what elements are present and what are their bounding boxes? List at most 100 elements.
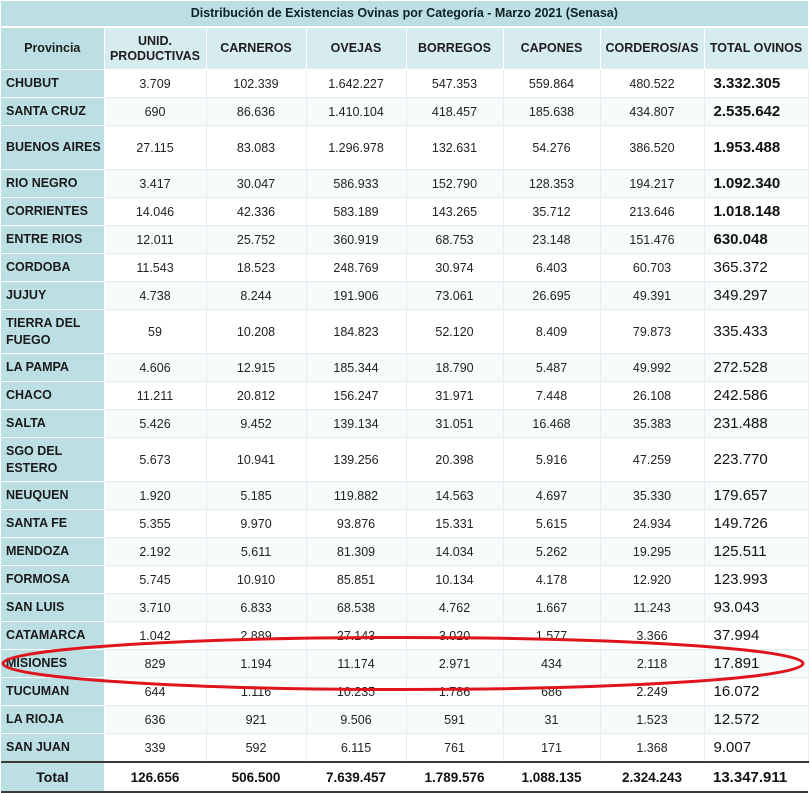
carneros-cell: 2.889 — [206, 621, 307, 650]
capones-cell: 35.712 — [503, 197, 601, 226]
ovejas-cell: 139.256 — [306, 437, 407, 482]
total-ovinos-cell: 335.433 — [704, 309, 809, 354]
ovejas-cell: 139.134 — [306, 409, 407, 438]
borregos-cell: 4.762 — [406, 593, 504, 622]
table-row-misiones: MISIONES 829 1.194 11.174 2.971 434 2.118 17.89… — [1, 649, 809, 678]
ovejas-cell: 586.933 — [306, 169, 407, 198]
table-row-jujuy: JUJUY 4.738 8.244 191.906 73.061 26.695 49.391… — [1, 281, 809, 310]
capones-cell: 6.403 — [503, 253, 601, 282]
ovejas-cell: 85.851 — [306, 565, 407, 594]
province-name: TUCUMAN — [1, 677, 105, 706]
carneros-cell: 6.833 — [206, 593, 307, 622]
table-row-salta: SALTA 5.426 9.452 139.134 31.051 16.468 35.383… — [1, 409, 809, 438]
total-ovinos-cell: 12.572 — [704, 705, 809, 734]
unid-productivas-cell: 27.115 — [104, 125, 207, 170]
total-corderos: 2.324.243 — [600, 761, 704, 793]
borregos-cell: 14.563 — [406, 481, 504, 510]
capones-cell: 16.468 — [503, 409, 601, 438]
capones-cell: 23.148 — [503, 225, 601, 254]
province-name: CATAMARCA — [1, 621, 105, 650]
corderos-cell: 434.807 — [600, 97, 705, 126]
table-row-buenos-aires: BUENOS AIRES 27.115 83.083 1.296.978 132.631… — [1, 125, 809, 170]
corderos-cell: 480.522 — [600, 69, 705, 98]
ovejas-cell: 248.769 — [306, 253, 407, 282]
total-unid-productivas: 126.656 — [104, 761, 206, 793]
corderos-cell: 11.243 — [600, 593, 705, 622]
corderos-cell: 26.108 — [600, 381, 705, 410]
total-ovejas: 7.639.457 — [306, 761, 406, 793]
unid-productivas-cell: 829 — [104, 649, 207, 678]
ovejas-cell: 9.506 — [306, 705, 407, 734]
corderos-cell: 49.992 — [600, 353, 705, 382]
capones-cell: 54.276 — [503, 125, 601, 170]
corderos-cell: 1.523 — [600, 705, 705, 734]
borregos-cell: 14.034 — [406, 537, 504, 566]
total-ovinos-cell: 231.488 — [704, 409, 809, 438]
total-ovinos-cell: 17.891 — [704, 649, 809, 678]
province-name: ENTRE RIOS — [1, 225, 105, 254]
borregos-cell: 68.753 — [406, 225, 504, 254]
corderos-cell: 213.646 — [600, 197, 705, 226]
total-ovinos-cell: 3.332.305 — [704, 69, 809, 98]
borregos-cell: 31.051 — [406, 409, 504, 438]
borregos-cell: 15.331 — [406, 509, 504, 538]
borregos-cell: 3.020 — [406, 621, 504, 650]
borregos-cell: 52.120 — [406, 309, 504, 354]
table-row-san-juan: SAN JUAN 339 592 6.115 761 171 1.368 9.007 — [1, 733, 809, 763]
total-ovinos-cell: 242.586 — [704, 381, 809, 410]
total-ovinos-cell: 1.092.340 — [704, 169, 809, 198]
ovejas-cell: 93.876 — [306, 509, 407, 538]
table-row-santa-fe: SANTA FE 5.355 9.970 93.876 15.331 5.615 24.93… — [1, 509, 809, 538]
corderos-cell: 19.295 — [600, 537, 705, 566]
unid-productivas-cell: 5.355 — [104, 509, 207, 538]
corderos-cell: 24.934 — [600, 509, 705, 538]
corderos-cell: 49.391 — [600, 281, 705, 310]
table-row-corrientes: CORRIENTES 14.046 42.336 583.189 143.265 35.7… — [1, 197, 809, 226]
corderos-cell: 2.249 — [600, 677, 705, 706]
unid-productivas-cell: 2.192 — [104, 537, 207, 566]
table-row-san-luis: SAN LUIS 3.710 6.833 68.538 4.762 1.667 11.243… — [1, 593, 809, 622]
column-header-ovejas: OVEJAS — [306, 27, 407, 70]
borregos-cell: 418.457 — [406, 97, 504, 126]
total-carneros: 506.500 — [206, 761, 306, 793]
province-name: FORMOSA — [1, 565, 105, 594]
borregos-cell: 132.631 — [406, 125, 504, 170]
table-row-tierra-del-fuego: TIERRA DEL FUEGO 59 10.208 184.823 52.120 8.4… — [1, 309, 809, 354]
borregos-cell: 761 — [406, 733, 504, 763]
unid-productivas-cell: 12.011 — [104, 225, 207, 254]
table-row-neuquen: NEUQUEN 1.920 5.185 119.882 14.563 4.697 35.33… — [1, 481, 809, 510]
table-title: Distribución de Existencias Ovinas por C… — [1, 1, 809, 28]
total-ovinos-cell: 123.993 — [704, 565, 809, 594]
total-ovinos-cell: 125.511 — [704, 537, 809, 566]
unid-productivas-cell: 1.042 — [104, 621, 207, 650]
header-row: Provincia UNID. PRODUCTIVAS CARNEROS OVEJAS… — [1, 27, 809, 70]
unid-productivas-cell: 11.543 — [104, 253, 207, 282]
unid-productivas-cell: 3.710 — [104, 593, 207, 622]
capones-cell: 5.916 — [503, 437, 601, 482]
carneros-cell: 9.452 — [206, 409, 307, 438]
province-name: SAN LUIS — [1, 593, 105, 622]
total-ovinos-cell: 149.726 — [704, 509, 809, 538]
ovejas-cell: 1.296.978 — [306, 125, 407, 170]
unid-productivas-cell: 690 — [104, 97, 207, 126]
capones-cell: 5.487 — [503, 353, 601, 382]
borregos-cell: 18.790 — [406, 353, 504, 382]
province-name: SALTA — [1, 409, 105, 438]
carneros-cell: 921 — [206, 705, 307, 734]
unid-productivas-cell: 4.738 — [104, 281, 207, 310]
capones-cell: 1.667 — [503, 593, 601, 622]
carneros-cell: 1.116 — [206, 677, 307, 706]
total-row: Total 126.656 506.500 7.639.457 1.789.576 1.0… — [1, 761, 809, 793]
unid-productivas-cell: 5.426 — [104, 409, 207, 438]
total-ovinos-cell: 37.994 — [704, 621, 809, 650]
table-row-la-pampa: LA PAMPA 4.606 12.915 185.344 18.790 5.487 49.… — [1, 353, 809, 382]
province-name: CORDOBA — [1, 253, 105, 282]
borregos-cell: 547.353 — [406, 69, 504, 98]
province-name: NEUQUEN — [1, 481, 105, 510]
capones-cell: 686 — [503, 677, 601, 706]
carneros-cell: 592 — [206, 733, 307, 763]
carneros-cell: 1.194 — [206, 649, 307, 678]
capones-cell: 31 — [503, 705, 601, 734]
province-name: CHUBUT — [1, 69, 105, 98]
total-borregos: 1.789.576 — [406, 761, 503, 793]
